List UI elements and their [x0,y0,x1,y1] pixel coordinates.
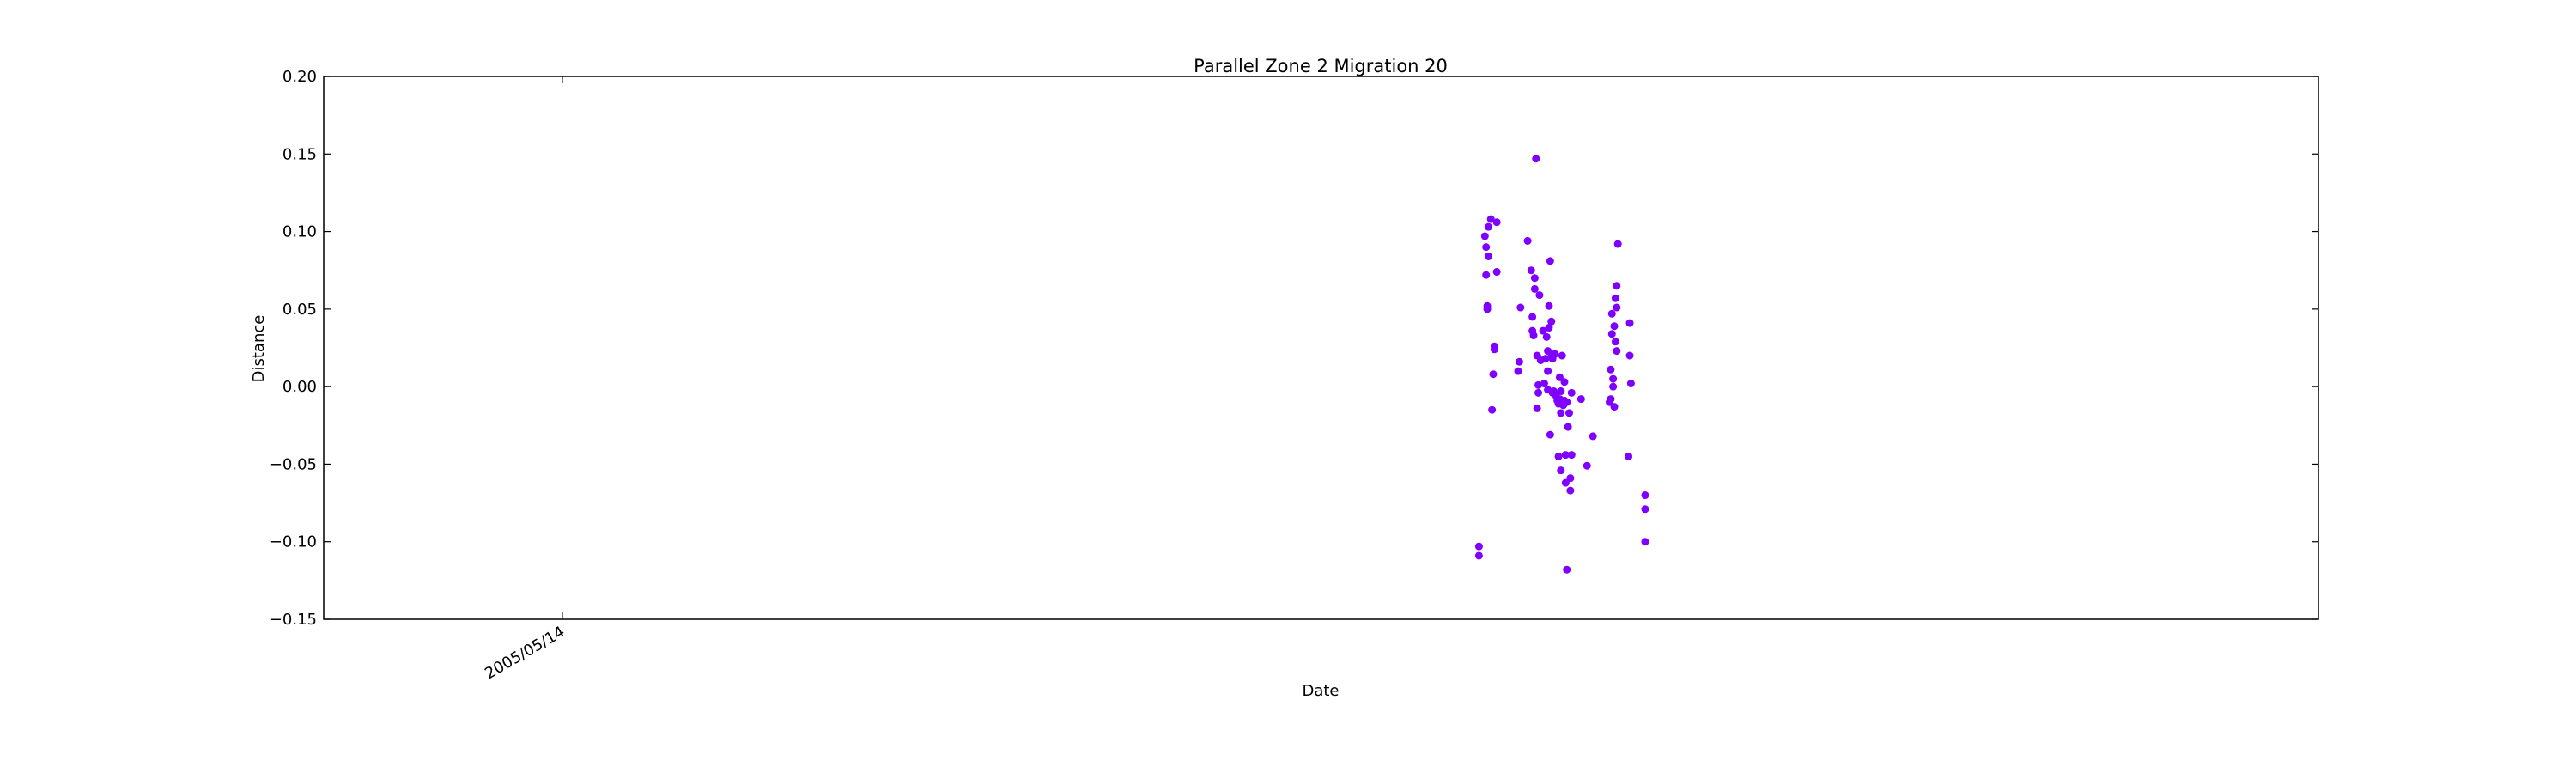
data-point [1611,294,1619,302]
data-point [1488,405,1497,414]
data-point [1610,403,1619,411]
data-point [1530,274,1539,283]
data-point [1545,324,1553,332]
data-point [1557,387,1565,396]
data-point [1482,243,1491,252]
data-point [1607,330,1616,338]
data-point [1546,430,1554,439]
data-point [1490,342,1498,350]
plot-frame [323,76,2319,620]
data-point [1641,491,1649,500]
data-point [1527,266,1535,275]
data-point [1611,338,1619,346]
data-point [1542,332,1551,341]
data-point [1534,380,1543,389]
data-point [1484,222,1492,231]
data-point [1577,395,1585,404]
data-point [1613,303,1621,312]
data-point [1607,309,1616,318]
data-point [1589,432,1597,441]
data-points [1474,155,1649,574]
data-point [1567,388,1576,397]
data-point [1613,240,1622,248]
data-point [1610,322,1619,331]
data-point [1566,474,1575,483]
data-point [1529,332,1538,340]
data-point [1547,317,1556,326]
y-tick-label: −0.10 [270,533,317,551]
data-point [1530,284,1539,293]
data-point [1474,551,1483,560]
data-point [1516,303,1525,312]
y-axis-label: Distance [250,315,268,383]
data-point [1625,452,1633,460]
data-point [1480,232,1489,240]
data-point [1560,378,1569,386]
data-point [1483,301,1492,310]
data-point [1540,380,1548,388]
data-point [1625,351,1634,360]
data-point [1557,409,1565,417]
data-point [1486,215,1495,223]
data-point [1607,365,1615,374]
data-point [1551,350,1559,358]
data-point [1534,388,1543,397]
data-point [1567,451,1576,460]
data-point [1564,409,1573,417]
data-point [1539,326,1547,335]
data-point [1535,291,1544,300]
data-point [1492,268,1501,277]
data-point [1566,486,1575,495]
data-point [1532,155,1540,163]
data-point [1545,301,1553,310]
data-point [1514,367,1522,375]
data-point [1474,542,1483,551]
x-axis: 2005/05/14 [482,76,568,683]
data-point [1555,373,1564,381]
data-point [1563,565,1571,574]
data-point [1546,257,1554,265]
data-point [1609,382,1618,391]
data-point [1554,452,1563,460]
data-point [1515,357,1523,366]
data-point [1489,370,1498,379]
data-point [1561,451,1570,460]
y-tick-label: 0.00 [283,378,317,396]
data-point [1613,282,1621,290]
data-point [1492,218,1501,227]
data-point [1484,252,1492,260]
x-axis-label: Date [1302,682,1339,700]
data-point [1482,271,1491,279]
data-point [1533,404,1541,412]
y-axis: −0.15 −0.10 −0.05 0.00 0.05 0.10 0.15 0.20 [270,68,2318,629]
data-point [1563,398,1571,406]
data-point [1541,355,1550,363]
y-tick-label: 0.15 [283,145,317,163]
data-point [1641,505,1649,514]
data-point [1528,313,1537,321]
chart-title: Parallel Zone 2 Migration 20 [1194,56,1448,76]
data-point [1557,466,1565,475]
data-point [1613,347,1621,356]
x-tick-label: 2005/05/14 [482,623,568,683]
data-point [1523,236,1532,245]
data-point [1607,395,1615,404]
data-point [1625,319,1634,327]
y-tick-label: −0.05 [270,455,317,473]
y-tick-label: 0.05 [283,301,317,319]
data-point [1564,423,1572,431]
data-point [1544,367,1552,375]
data-point [1561,478,1570,487]
data-point [1558,351,1566,360]
data-point [1641,538,1649,546]
y-tick-label: −0.15 [270,611,317,629]
data-point [1583,461,1591,470]
data-point [1626,380,1635,388]
y-tick-label: 0.10 [283,223,317,241]
y-tick-label: 0.20 [283,68,317,86]
data-point [1609,374,1618,383]
